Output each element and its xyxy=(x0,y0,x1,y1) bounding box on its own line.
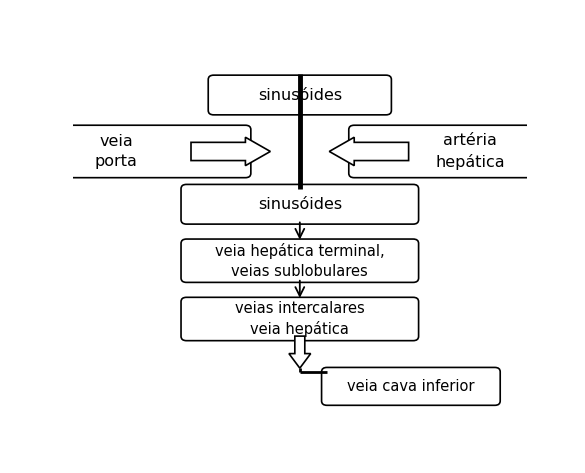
Polygon shape xyxy=(329,137,408,166)
Text: veia hepática terminal,
veias sublobulares: veia hepática terminal, veias sublobular… xyxy=(215,243,384,279)
FancyBboxPatch shape xyxy=(322,368,500,405)
FancyBboxPatch shape xyxy=(349,125,532,178)
Text: sinusóides: sinusóides xyxy=(258,197,342,212)
Text: veia cava inferior: veia cava inferior xyxy=(347,379,474,394)
FancyBboxPatch shape xyxy=(208,75,391,115)
Polygon shape xyxy=(289,336,311,368)
FancyBboxPatch shape xyxy=(181,184,419,224)
Polygon shape xyxy=(191,137,270,166)
Text: sinusóides: sinusóides xyxy=(258,88,342,103)
FancyBboxPatch shape xyxy=(181,298,419,341)
FancyBboxPatch shape xyxy=(68,125,251,178)
Text: veia
porta: veia porta xyxy=(95,134,137,169)
Text: artéria
hepática: artéria hepática xyxy=(435,133,505,169)
FancyBboxPatch shape xyxy=(181,239,419,282)
Text: veias intercalares
veia hepática: veias intercalares veia hepática xyxy=(235,301,364,337)
